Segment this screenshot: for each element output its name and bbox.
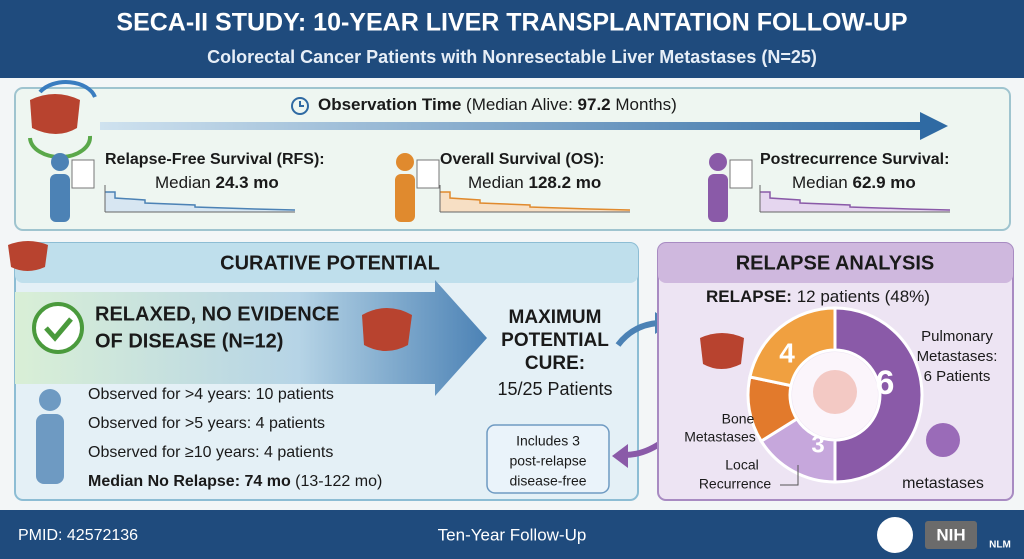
median-value: 62.9 mo [853,173,916,192]
observation-text: Observation Time (Median Alive: 97.2 Mon… [318,95,677,114]
cure-line: CURE: [525,353,585,374]
relapse-value: 12 patients (48%) [797,287,930,306]
link-arrow [615,320,659,347]
nih-text: NIH [936,525,965,544]
person-icon [709,153,727,171]
clock-hands [299,101,304,107]
survival-title: Overall Survival (OS): [440,151,605,168]
observation-value: 97.2 [578,95,611,114]
nih-logo [925,521,977,549]
other-label: metastases [902,475,984,492]
curative-header [15,243,638,283]
survival-median: Median 24.3 mo [155,173,279,192]
survival-curve [760,191,951,211]
survival-title: Postrecurrence Survival: [760,151,949,168]
observation-label: Observation Time [318,95,461,114]
nlm-text: NLM [989,540,1011,551]
median-value: 128.2 mo [529,173,602,192]
lung-icon [813,370,857,414]
person-icon [39,389,61,411]
timeline-arrow [100,122,925,130]
liver-icon [30,94,80,134]
median-word: Median [155,173,211,192]
survival-curve-fill [105,192,295,212]
survival-curve-fill [440,192,630,212]
note-line: Includes 3 [516,433,580,449]
return-arrow-head [612,444,628,468]
median-word: Median [468,173,524,192]
leader-line [780,465,799,486]
observation-suffix: Months) [615,95,676,114]
person-icon [395,174,415,222]
survival-curve [105,191,296,211]
relapse-summary: RELAPSE: 12 patients (48%) [706,287,930,306]
footer-center: Ten-Year Follow-Up [438,525,587,544]
donut-number: 4 [779,337,795,368]
banner-line: OF DISEASE (N=12) [95,330,283,352]
median-range: (13-122 mo) [295,473,382,490]
check-mark [44,317,73,342]
person-icon [396,153,414,171]
pulmonary-label: Pulmonary [921,328,993,345]
fact: Observed for >4 years: 10 patients [88,386,334,403]
fact: Median No Relapse: 74 mo (13-122 mo) [88,473,382,490]
person-icon [708,174,728,222]
person-icon [50,174,70,222]
liver-icon [700,333,744,369]
survival-curve-fill [760,192,950,212]
liver-icon [8,241,48,271]
bone-label: Bone [722,411,755,427]
donut-segment [748,306,837,388]
note-line: post-relapse [509,453,586,469]
local-label: Recurrence [699,476,772,492]
local-label: Local [725,457,758,473]
pmid: PMID: 42572136 [18,527,138,544]
curative-title: CURATIVE POTENTIAL [220,252,440,274]
donut-segment [833,306,924,484]
person-icon [36,414,64,484]
note-line: disease-free [509,473,586,489]
cure-line: 15/25 Patients [497,379,612,399]
clipboard-icon [71,159,95,189]
donut-number: 6 [876,364,895,402]
subtitle: Colorectal Cancer Patients with Nonresec… [207,47,817,67]
survival-title: Relapse-Free Survival (RFS): [105,151,325,168]
bone-label: Metastases [684,429,756,445]
clipboard-icon [729,159,753,189]
survival-median: Median 128.2 mo [468,173,601,192]
header-bar [0,0,1024,78]
footer-bar [0,510,1024,559]
observation-prefix: (Median Alive: [466,95,573,114]
hhs-logo [877,517,913,553]
relapse-title: RELAPSE ANALYSIS [736,252,935,274]
cure-line: POTENTIAL [501,330,609,351]
banner-line: RELAXED, NO EVIDENCE [95,303,339,325]
clipboard-icon [416,159,440,189]
timeline-arrow-head [920,112,948,140]
cure-line: MAXIMUM [509,307,602,328]
note-box [486,424,610,494]
median-word: Median [792,173,848,192]
curative-arrow [15,280,487,396]
virus-icon [926,423,960,457]
median-value: 24.3 mo [216,173,279,192]
relapse-label: RELAPSE: [706,287,792,306]
pulmonary-label: Metastases: [917,348,998,365]
relapse-header [658,243,1013,283]
fact: Observed for ≥10 years: 4 patients [88,444,333,461]
median-label: Median No Relapse: 74 mo [88,473,291,490]
fact: Observed for >5 years: 4 patients [88,415,325,432]
clock-icon [291,97,309,115]
person-icon [51,153,69,171]
title: SECA-II STUDY: 10-YEAR LIVER TRANSPLANTA… [116,9,907,37]
donut-number: 3 [811,431,824,458]
survival-median: Median 62.9 mo [792,173,916,192]
liver-icon [362,308,412,351]
check-icon [32,302,84,354]
cycle-arrow [38,80,97,98]
survival-curve [440,191,631,211]
pulmonary-label: 6 Patients [924,368,991,385]
